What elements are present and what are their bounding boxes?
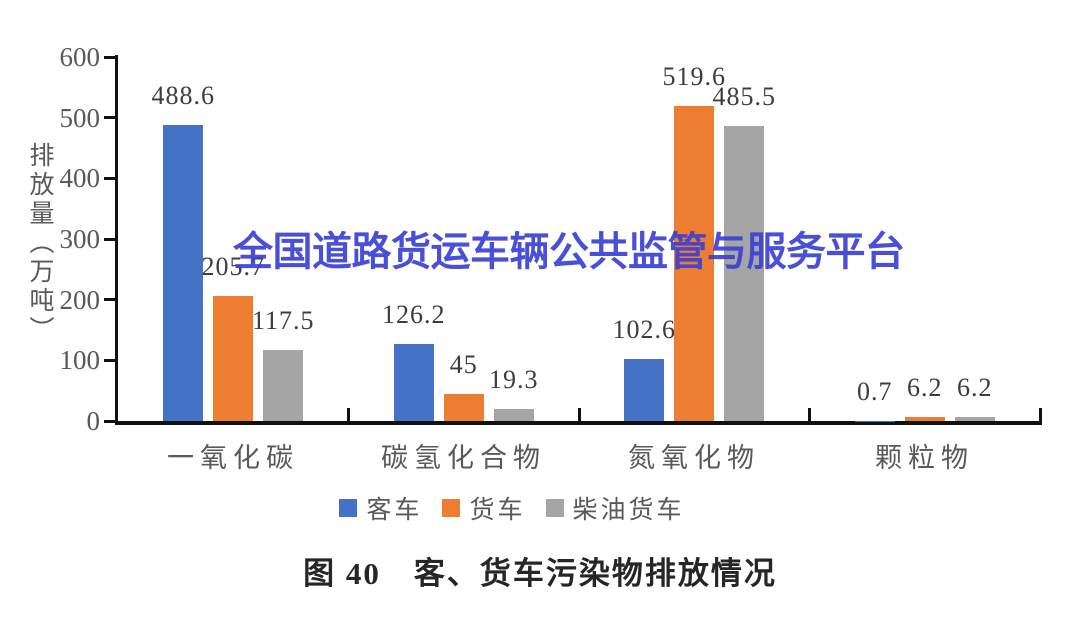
bar-客车-氮氧化物: [624, 358, 665, 421]
y-tick-label: 200: [59, 284, 101, 315]
category-label: 碳氢化合物: [381, 443, 546, 473]
y-axis-tick: [104, 116, 116, 120]
bar-客车-碳氢化合物: [393, 344, 434, 421]
value-label: 6.2: [907, 373, 943, 403]
value-label: 102.6: [612, 314, 676, 344]
x-axis-tick: [1038, 408, 1042, 421]
category-label: 氮氧化物: [628, 443, 760, 473]
y-tick-label: 300: [59, 224, 101, 254]
legend-swatch-icon: [339, 499, 358, 517]
y-axis-title: 排放量（万吨）: [26, 142, 53, 345]
value-label: 126.2: [382, 300, 446, 330]
value-label: 519.6: [662, 61, 726, 91]
x-axis-tick: [347, 408, 350, 421]
legend-label: 货车: [469, 497, 526, 524]
value-label: 19.3: [489, 365, 539, 395]
x-axis: [115, 421, 1042, 425]
bar-货车-氮氧化物: [674, 105, 715, 421]
value-label: 488.6: [151, 80, 215, 110]
y-axis-tick: [104, 55, 116, 59]
y-axis-tick: [104, 176, 116, 180]
legend-swatch-icon: [442, 499, 461, 517]
y-axis: [115, 55, 118, 424]
legend-item-客车: 客车: [339, 490, 422, 526]
category-label: 一氧化碳: [167, 443, 299, 473]
value-label: 117.5: [251, 305, 315, 335]
bar-货车-颗粒物: [904, 417, 945, 421]
x-axis-tick: [808, 408, 811, 421]
bar-柴油货车-氮氧化物: [724, 126, 765, 421]
value-label: 45: [449, 349, 478, 379]
legend-item-柴油货车: 柴油货车: [545, 490, 685, 526]
watermark: 全国道路货运车辆公共监管与服务平台: [233, 230, 905, 274]
y-axis-tick: [104, 237, 116, 241]
legend-item-货车: 货车: [442, 490, 525, 526]
legend: 客车 货车 柴油货车: [0, 490, 1024, 526]
y-axis-tick: [104, 419, 116, 423]
bar-柴油货车-碳氢化合物: [493, 409, 534, 421]
value-label: 205.7: [201, 252, 265, 282]
bar-柴油货车-颗粒物: [954, 417, 995, 421]
y-tick-label: 500: [59, 102, 101, 133]
bar-柴油货车-一氧化碳: [263, 349, 304, 421]
y-axis-tick: [104, 358, 116, 362]
value-label: 6.2: [957, 373, 993, 403]
bar-货车-一氧化碳: [213, 296, 254, 421]
y-tick-label: 100: [59, 345, 101, 376]
y-tick-label: 600: [59, 42, 101, 72]
legend-swatch-icon: [545, 499, 564, 517]
y-tick-label: 400: [59, 163, 101, 194]
value-label: 0.7: [857, 376, 893, 406]
figure-caption: 图 40 客、货车污染物排放情况: [303, 556, 777, 591]
value-label: 485.5: [712, 82, 776, 112]
x-axis-tick: [577, 408, 581, 421]
category-label: 颗粒物: [875, 443, 974, 473]
legend-label: 客车: [366, 497, 423, 524]
y-axis-tick: [104, 298, 116, 302]
bar-货车-碳氢化合物: [443, 393, 484, 421]
bar-客车-一氧化碳: [163, 124, 204, 421]
y-tick-label: 0: [86, 406, 101, 436]
legend-label: 柴油货车: [572, 497, 685, 524]
